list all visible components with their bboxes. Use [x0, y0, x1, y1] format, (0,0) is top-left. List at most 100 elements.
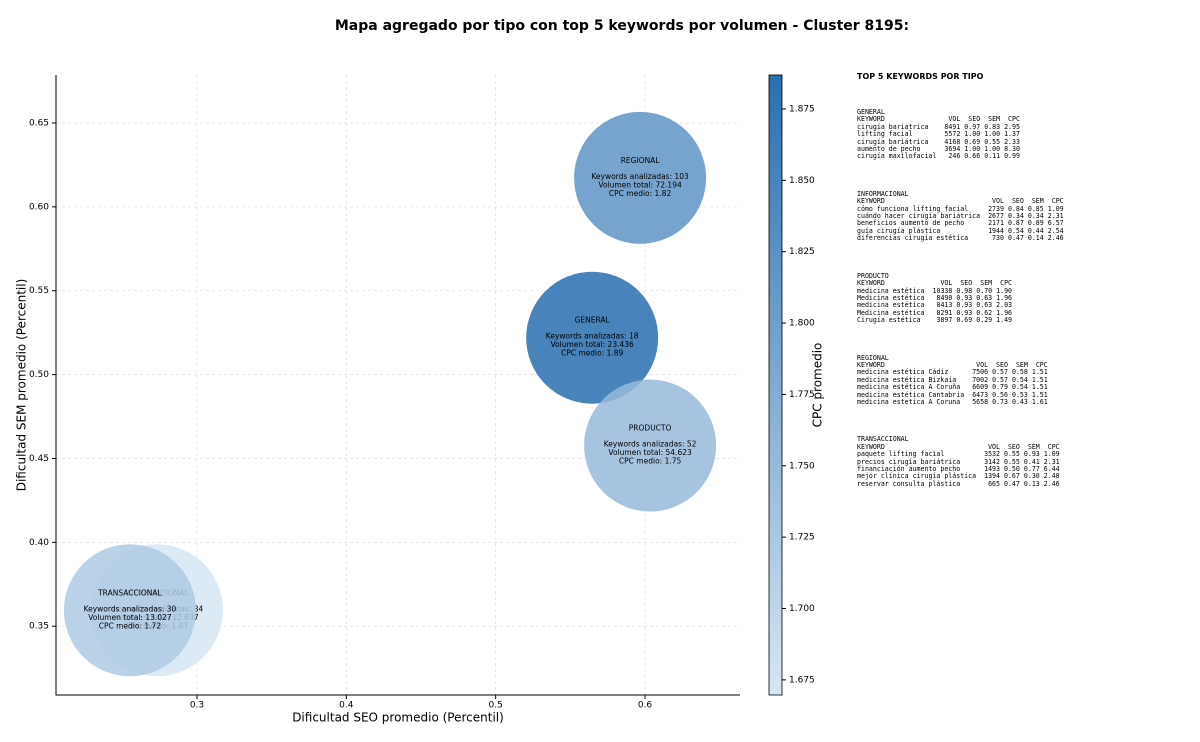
cell: precios cirugía bariátrica	[857, 457, 961, 466]
keyword-row: Cirugía estética 3897 0.69 0.29 1.49	[857, 316, 1016, 325]
cell: 2.95	[1004, 122, 1020, 131]
cell: 0.13	[1023, 479, 1040, 488]
column-header: KEYWORD	[857, 279, 885, 288]
keyword-row: diferencias cirugía estética 730 0.47 0.14 2…	[857, 234, 1068, 243]
cell: 6609	[972, 383, 989, 392]
keyword-row: medicina estetica A Coruna 5658 0.73 0.43 1.…	[857, 397, 1052, 406]
cell: 0.14	[1027, 234, 1044, 243]
cell: 0.57	[992, 368, 1008, 377]
bubble	[526, 271, 659, 404]
colorbar-tick-label: 1.825	[789, 247, 815, 257]
keyword-row: reservar consulta plástica 665 0.47 0.13 2.4…	[857, 479, 1064, 488]
keywords-panel: TOP 5 KEYWORDS POR TIPO GENERAL KEYWORD VO…	[857, 72, 1187, 518]
bubble-annotation: Keywords analizadas: 18	[546, 332, 639, 341]
cell: medicina estética Cádiz	[857, 368, 949, 377]
y-tick-label: 0.55	[29, 286, 49, 296]
header-row: KEYWORD VOL SEO SEM CPC	[857, 443, 1064, 451]
cell: 1.96	[996, 308, 1013, 317]
cell: 1.09	[1047, 204, 1064, 213]
group-row: TRANSACCIONAL	[857, 435, 1064, 443]
cell: 1.09	[1043, 450, 1060, 459]
group-row: GENERAL	[857, 108, 1024, 116]
cell: 2.46	[1047, 234, 1064, 243]
cell: 0.55	[984, 137, 1001, 146]
cell: 5572	[944, 130, 961, 139]
cell: 0.54	[1011, 383, 1028, 392]
cell: 1.51	[1031, 383, 1048, 392]
chart-title: Mapa agregado por tipo con top 5 keyword…	[335, 18, 909, 34]
cell: 1.51	[1031, 390, 1048, 399]
cell: 0.11	[984, 152, 1001, 161]
colorbar	[768, 74, 783, 696]
colorbar-tick-label: 1.800	[789, 319, 815, 329]
column-header: CPC	[1000, 279, 1013, 288]
keyword-table: TRANSACCIONAL KEYWORD VOL SEO SEM CPC paquete …	[857, 435, 1064, 488]
cell: 1.49	[996, 316, 1013, 325]
cell: 8490	[936, 293, 953, 302]
header-row: KEYWORD VOL SEO SEM CPC	[857, 197, 1068, 206]
group-row: INFORMACIONAL	[857, 190, 1068, 198]
cell: 6.57	[1047, 219, 1064, 228]
cell: 0.43	[1011, 397, 1028, 406]
column-header: SEO	[968, 115, 981, 124]
cell: aumento de pecho	[857, 145, 921, 154]
bubble	[63, 544, 196, 677]
keyword-row: guía cirugía plástica 1944 0.54 0.44 2.54	[857, 226, 1068, 235]
group-name: GENERAL	[857, 108, 885, 116]
keyword-row: beneficios aumento de pecho 2171 0.87 0.89 6…	[857, 219, 1068, 228]
cell: 2.48	[1043, 472, 1060, 481]
group-row: PRODUCTO	[857, 272, 1016, 280]
cell: 8413	[936, 301, 953, 310]
cell: 0.54	[1007, 226, 1024, 235]
group-name: REGIONAL	[857, 353, 889, 362]
cell: cirugía maxilofacial	[857, 152, 937, 161]
cell: beneficios aumento de pecho	[857, 219, 965, 228]
cell: 0.63	[976, 301, 993, 310]
cell: 0.87	[1007, 219, 1024, 228]
keyword-row: cuándo hacer cirugía bariátrica 2677 0.34 0…	[857, 212, 1068, 221]
cell: 0.63	[976, 293, 993, 302]
cell: 0.69	[956, 316, 973, 325]
y-tick-label: 0.65	[29, 118, 49, 128]
cell: 0.70	[976, 286, 993, 295]
cell: 0.89	[1027, 219, 1044, 228]
cell: cirugía bariatrica	[857, 122, 929, 131]
bubble	[584, 379, 717, 512]
column-header: VOL	[948, 115, 961, 124]
keyword-row: medicina estética Cádiz 7506 0.57 0.58 1.51	[857, 368, 1052, 377]
column-header: SEO	[1011, 197, 1024, 206]
cell: 0.30	[1023, 472, 1040, 481]
cell: 0.53	[1011, 390, 1028, 399]
bubble-annotation: CPC medio: 1.72	[99, 621, 162, 630]
cell: 246	[948, 152, 961, 161]
cell: 5658	[972, 397, 989, 406]
cell: 0.77	[1023, 465, 1040, 473]
y-tick-label: 0.45	[29, 454, 49, 464]
cell: 1.51	[1031, 375, 1048, 384]
cell: Cirugía estética	[857, 316, 921, 325]
colorbar-tick-label: 1.700	[789, 604, 815, 614]
cell: 0.69	[964, 137, 981, 146]
cell: 0.84	[1007, 204, 1024, 213]
cell: 2.31	[1043, 457, 1060, 466]
colorbar-tick-label: 1.775	[789, 390, 815, 400]
column-header: VOL	[976, 360, 989, 369]
cell: 1.51	[1031, 368, 1048, 377]
cell: 2739	[988, 204, 1004, 213]
header-row: KEYWORD VOL SEO SEM CPC	[857, 279, 1016, 288]
cell: medicina estética	[857, 286, 925, 295]
cell: 6.44	[1043, 465, 1060, 473]
cell: cuándo hacer cirugía bariátrica	[857, 212, 981, 221]
colorbar-label: CPC promedio	[811, 343, 825, 428]
column-header: SEO	[996, 360, 1008, 369]
y-tick-label: 0.50	[29, 370, 49, 380]
cell: 8491	[944, 122, 961, 131]
cell: 1.00	[984, 130, 1001, 139]
column-header: VOL	[940, 279, 953, 288]
keyword-row: mejor clínica cirugía plástica 1394 0.67 0.…	[857, 472, 1064, 481]
header-row: KEYWORD VOL SEO SEM CPC	[857, 360, 1052, 369]
cell: 0.66	[964, 152, 981, 161]
cell: 0.47	[1003, 479, 1020, 488]
